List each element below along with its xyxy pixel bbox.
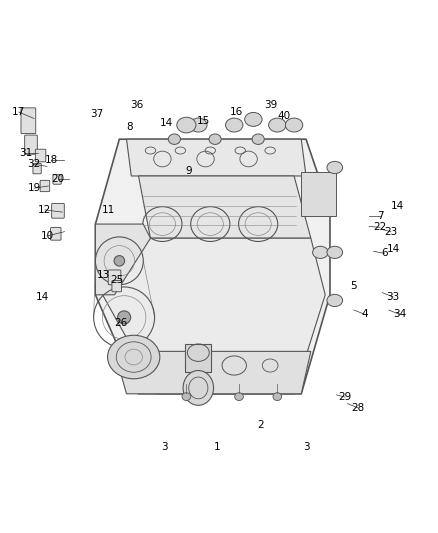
Polygon shape [95,224,150,295]
Text: 14: 14 [160,118,173,128]
Polygon shape [127,139,306,176]
FancyBboxPatch shape [40,180,49,192]
Text: 22: 22 [374,222,387,232]
Text: 23: 23 [384,227,398,237]
Text: 32: 32 [28,159,41,169]
Ellipse shape [190,118,207,132]
Text: 17: 17 [12,107,25,117]
Ellipse shape [286,118,303,132]
FancyBboxPatch shape [25,135,37,154]
Text: 16: 16 [230,107,243,117]
Text: 10: 10 [41,231,53,241]
Ellipse shape [226,118,243,132]
Ellipse shape [245,112,262,126]
Text: 14: 14 [391,200,404,211]
Text: 13: 13 [97,270,110,280]
Ellipse shape [183,370,214,405]
FancyBboxPatch shape [108,270,121,285]
Bar [185,344,212,372]
Text: 4: 4 [361,309,368,319]
Ellipse shape [168,134,180,144]
FancyBboxPatch shape [53,175,61,184]
Text: 8: 8 [127,122,133,132]
Text: 31: 31 [19,148,32,158]
Ellipse shape [268,118,286,132]
Ellipse shape [114,256,124,266]
Text: 33: 33 [386,292,400,302]
Ellipse shape [117,311,131,324]
Text: 28: 28 [352,403,365,413]
Polygon shape [95,139,330,394]
Ellipse shape [235,393,244,400]
FancyBboxPatch shape [112,280,121,292]
Ellipse shape [209,134,221,144]
Ellipse shape [327,246,343,259]
Text: 1: 1 [213,442,220,452]
Ellipse shape [108,335,160,379]
Text: 15: 15 [197,116,210,126]
Ellipse shape [313,246,328,259]
Ellipse shape [177,117,196,133]
Text: 9: 9 [185,166,192,176]
FancyBboxPatch shape [21,108,36,134]
Text: 34: 34 [393,309,406,319]
FancyBboxPatch shape [50,228,61,240]
Text: 18: 18 [45,155,58,165]
Text: 39: 39 [265,100,278,110]
Polygon shape [115,351,311,394]
Text: 3: 3 [161,442,168,452]
Ellipse shape [327,161,343,174]
FancyBboxPatch shape [52,204,64,218]
Polygon shape [102,238,325,394]
Text: 29: 29 [339,392,352,402]
Text: 12: 12 [38,205,52,215]
Text: 2: 2 [257,421,264,430]
Ellipse shape [252,134,264,144]
FancyBboxPatch shape [33,163,41,174]
Ellipse shape [182,393,191,400]
Text: 19: 19 [28,183,41,193]
Bar [301,172,336,215]
Polygon shape [138,176,311,238]
Text: 37: 37 [91,109,104,119]
Text: 11: 11 [101,205,115,215]
Ellipse shape [273,393,282,400]
Text: 6: 6 [381,248,388,259]
Text: 25: 25 [110,274,124,285]
FancyBboxPatch shape [35,149,46,162]
Ellipse shape [308,175,323,188]
Text: 14: 14 [36,292,49,302]
Text: 5: 5 [350,281,357,291]
Text: 36: 36 [130,100,143,110]
Text: 20: 20 [51,174,64,184]
Text: 26: 26 [114,318,128,328]
Ellipse shape [327,294,343,306]
Text: 14: 14 [386,244,400,254]
Text: 3: 3 [303,442,309,452]
Text: 40: 40 [278,111,291,122]
Text: 7: 7 [377,212,383,221]
